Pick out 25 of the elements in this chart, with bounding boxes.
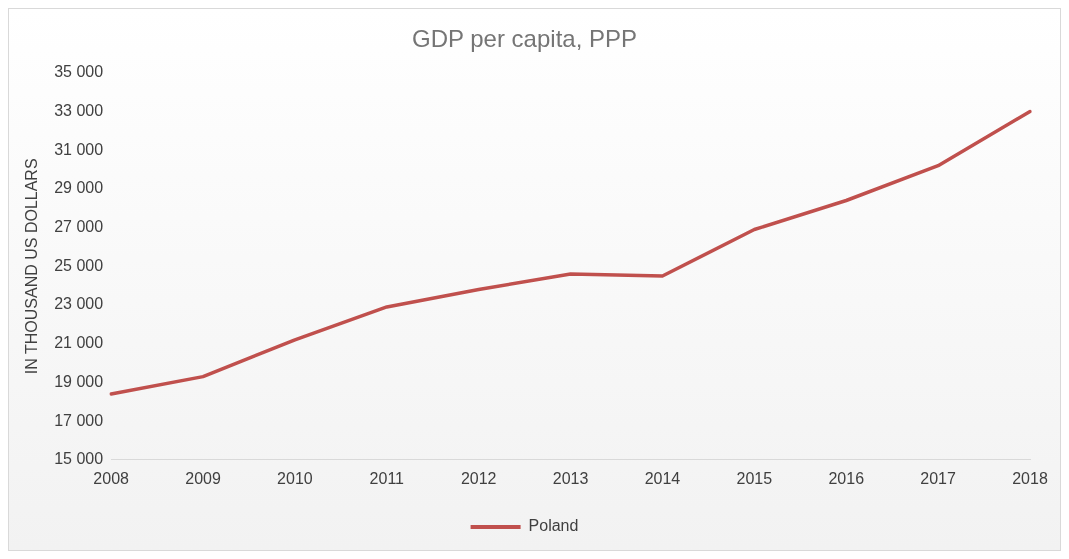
x-tick-label: 2008 <box>93 469 130 487</box>
x-tick-label: 2015 <box>736 469 773 487</box>
y-tick-label: 21 000 <box>54 334 104 352</box>
chart-title: GDP per capita, PPP <box>412 25 637 53</box>
y-tick-label: 25 000 <box>54 256 104 274</box>
y-axis-title: IN THOUSAND US DOLLARS <box>23 158 41 375</box>
y-tick-label: 23 000 <box>54 295 104 313</box>
x-tick-label: 2017 <box>920 469 957 487</box>
legend-label: Poland <box>528 517 579 535</box>
y-tick-label: 17 000 <box>54 411 104 429</box>
y-tick-label: 31 000 <box>54 140 104 158</box>
x-tick-label: 2010 <box>277 469 313 487</box>
y-tick-label: 29 000 <box>54 179 104 197</box>
x-tick-label: 2018 <box>1012 469 1048 487</box>
y-tick-label: 19 000 <box>54 372 104 390</box>
x-tick-label: 2016 <box>828 469 865 487</box>
y-tick-label: 33 000 <box>54 101 104 119</box>
x-tick-label: 2009 <box>185 469 221 487</box>
x-tick-label: 2013 <box>552 469 589 487</box>
y-tick-label: 35 000 <box>54 63 104 81</box>
x-tick-label: 2014 <box>644 469 681 487</box>
y-tick-label: 15 000 <box>54 450 104 468</box>
y-tick-label: 27 000 <box>54 218 104 236</box>
x-tick-label: 2012 <box>460 469 497 487</box>
x-tick-label: 2011 <box>369 469 405 487</box>
